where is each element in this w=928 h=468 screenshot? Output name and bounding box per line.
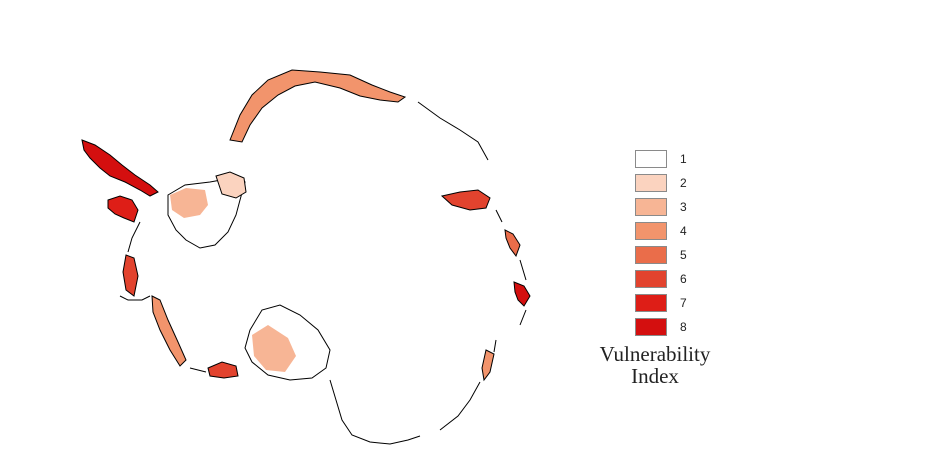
south-coast <box>329 379 421 445</box>
legend-swatch <box>635 174 667 192</box>
legend-title-line1: Vulnerability <box>599 342 711 366</box>
legend-swatch <box>635 198 667 216</box>
legend-swatch <box>635 222 667 240</box>
antarctic-peninsula <box>81 139 159 197</box>
legend-swatch <box>635 294 667 312</box>
legend-swatch <box>635 318 667 336</box>
legend-label: 7 <box>680 296 687 310</box>
berkner-region <box>215 171 247 199</box>
legend-title: Vulnerability Index <box>590 343 720 387</box>
legend-label: 4 <box>680 224 687 238</box>
legend-label: 1 <box>680 152 687 166</box>
legend-swatch <box>635 246 667 264</box>
legend-swatch <box>635 150 667 168</box>
west-coast-a <box>122 254 139 297</box>
east-coast-b <box>513 281 531 307</box>
legend-label: 8 <box>680 320 687 334</box>
west-coast-b <box>151 295 187 367</box>
legend-label: 3 <box>680 200 687 214</box>
west-coast-outline <box>119 221 207 373</box>
west-coast-c <box>207 361 239 379</box>
legend-label: 2 <box>680 176 687 190</box>
legend-label: 5 <box>680 248 687 262</box>
legend-swatch <box>635 270 667 288</box>
east-coast-a <box>504 229 521 258</box>
ross-shaded <box>252 325 296 372</box>
ronne-shaded <box>170 188 208 218</box>
legend-title-line2: Index <box>631 364 679 388</box>
legend-label: 6 <box>680 272 687 286</box>
east-coast-c <box>481 349 495 382</box>
peninsula-islands <box>107 195 139 223</box>
amery-region <box>440 189 491 211</box>
east-coast-outline <box>417 101 527 431</box>
dronning-maud-coast <box>229 69 407 143</box>
